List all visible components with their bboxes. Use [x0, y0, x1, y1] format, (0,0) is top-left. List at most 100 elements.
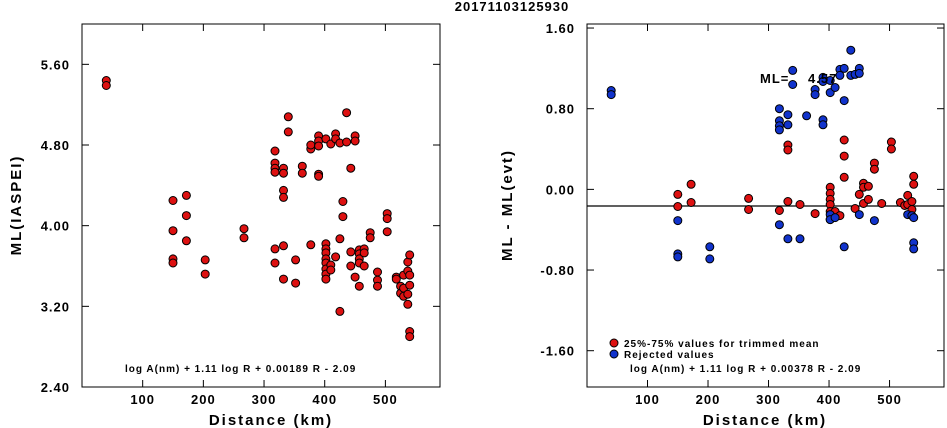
data-point [291, 278, 301, 288]
data-point [863, 181, 873, 191]
data-point [907, 197, 917, 206]
data-point [279, 168, 288, 178]
data-point [279, 192, 288, 202]
data-point [335, 234, 345, 244]
y-tick-label: -0.80 [540, 263, 575, 278]
ml-label: ML= [760, 71, 789, 86]
points-left [101, 76, 415, 342]
y-tick-label: -1.60 [540, 344, 575, 359]
formula-left: log A(nm) + 1.11 log R + 0.00189 R - 2.0… [125, 364, 356, 375]
data-point [686, 179, 696, 189]
data-point [314, 171, 324, 181]
plot-frame-left [81, 23, 441, 388]
data-point [382, 227, 392, 237]
data-point [321, 274, 331, 284]
data-point [850, 204, 860, 213]
data-point [830, 213, 840, 223]
data-point [854, 210, 864, 220]
data-point [270, 258, 280, 268]
x-tick-label: 300 [252, 392, 277, 407]
formula-right: log A(nm) + 1.11 log R + 0.00378 R - 2.0… [630, 364, 861, 375]
x-axis-label-left: Distance (km) [209, 412, 333, 428]
data-point [239, 233, 249, 243]
y-tick-label: 0.80 [546, 102, 575, 117]
data-point [854, 189, 864, 199]
y-axis-label-right: ML - ML(evt) [499, 149, 516, 261]
x-ticks-left: 100 200 300 400 500 [130, 24, 397, 407]
data-point [673, 216, 683, 226]
points-right [606, 45, 919, 264]
y-ticks-right: -1.60 -0.80 0.00 0.80 1.60 [540, 21, 944, 359]
data-point [403, 299, 413, 309]
ml-value: 4.57 [808, 71, 837, 86]
data-point [818, 120, 828, 130]
data-point [354, 281, 364, 291]
data-point [909, 244, 919, 254]
x-axis-label-right: Distance (km) [703, 412, 827, 428]
y-tick-label: 5.60 [41, 57, 70, 72]
legend-label-rejected: Rejected values [624, 350, 715, 361]
data-point [270, 167, 280, 177]
data-point [373, 281, 382, 291]
data-point [338, 212, 348, 222]
data-point [405, 250, 415, 260]
data-point [405, 332, 415, 342]
x-tick-label: 400 [312, 392, 337, 407]
data-point [335, 306, 345, 316]
data-point [359, 261, 369, 271]
data-point [774, 220, 784, 230]
legend: 25%-75% values for trimmed mean Rejected… [609, 338, 820, 361]
data-point [744, 205, 754, 214]
data-point [391, 274, 401, 284]
data-point [168, 258, 178, 268]
data-point [909, 213, 919, 223]
x-tick-label: 300 [756, 392, 781, 407]
data-point [342, 137, 352, 147]
data-point [350, 136, 360, 146]
data-point [783, 197, 793, 206]
y-tick-label: 0.00 [546, 182, 575, 197]
data-point [283, 112, 293, 122]
data-point [795, 234, 805, 244]
x-tick-label: 500 [373, 392, 398, 407]
x-tick-label: 400 [817, 392, 842, 407]
data-point [338, 197, 348, 206]
data-point [270, 244, 280, 254]
data-point [909, 171, 919, 181]
data-point [795, 200, 805, 209]
panel-right: -1.60 -0.80 0.00 0.80 1.60 100 200 300 400 500 M… [499, 21, 945, 428]
data-point [673, 189, 683, 199]
data-point [810, 90, 820, 100]
legend-label-trimmed: 25%-75% values for trimmed mean [624, 339, 820, 350]
data-point [830, 83, 840, 92]
data-point [359, 248, 369, 258]
x-ticks-right: 100 200 300 400 500 [635, 24, 901, 407]
data-point [705, 254, 715, 264]
data-point [839, 151, 849, 161]
legend-marker-trimmed [609, 338, 619, 348]
x-tick-label: 100 [130, 392, 155, 407]
data-point [200, 255, 210, 265]
data-point [886, 144, 896, 154]
data-point [835, 70, 845, 80]
data-point [839, 96, 849, 106]
data-point [270, 146, 280, 156]
data-point [239, 224, 249, 234]
data-point [306, 140, 316, 150]
data-point [686, 198, 696, 207]
data-point [783, 234, 793, 244]
x-tick-label: 200 [191, 392, 216, 407]
data-point [606, 90, 616, 100]
data-point [903, 190, 913, 200]
data-point [839, 135, 849, 145]
data-point [846, 45, 856, 55]
x-tick-label: 200 [696, 392, 721, 407]
data-point [168, 226, 178, 236]
data-point [403, 289, 413, 299]
y-tick-label: 1.60 [546, 21, 575, 36]
data-point [181, 236, 191, 246]
data-point [788, 65, 798, 75]
data-point [863, 194, 873, 204]
y-axis-label-left: ML(IASPEI) [8, 155, 25, 256]
